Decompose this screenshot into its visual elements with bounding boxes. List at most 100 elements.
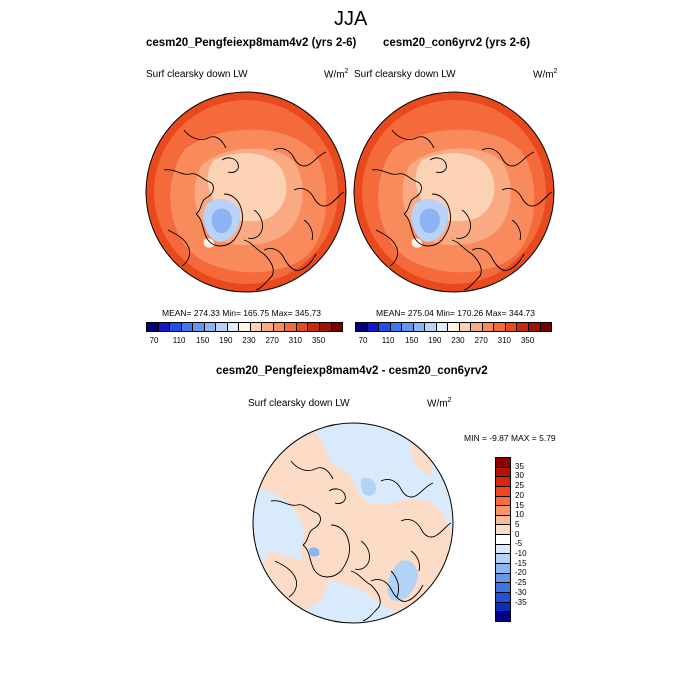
colorbar-swatch <box>319 323 332 331</box>
colorbar-swatch <box>379 323 391 331</box>
colorbar-tick-label: 350 <box>311 336 326 345</box>
panel-b-title: cesm20_con6yrv2 (yrs 2-6) <box>383 37 531 49</box>
colorbar-tick-label: 15 <box>515 500 524 510</box>
colorbar-swatch <box>496 544 510 555</box>
colorbar-swatch <box>496 535 510 545</box>
colorbar-swatch <box>239 323 251 331</box>
colorbar-swatch <box>273 323 286 331</box>
colorbar-swatch <box>147 323 159 331</box>
colorbar-tick-label: 70 <box>149 336 159 345</box>
colorbar-swatch <box>471 323 483 331</box>
colorbar-tick-label: 150 <box>195 336 210 345</box>
colorbar-tick-label: 270 <box>474 336 488 345</box>
colorbar-tick-label: 110 <box>172 336 186 345</box>
colorbar-swatch <box>436 323 449 331</box>
panel-b-variable: Surf clearsky down LW <box>354 69 456 80</box>
colorbar-swatch <box>356 323 368 331</box>
colorbar-tick-label: 190 <box>428 336 442 345</box>
colorbar-swatch <box>528 323 541 331</box>
colorbar-swatch <box>496 554 510 565</box>
diff-panel-title: cesm20_Pengfeiexp8mam4v2 - cesm20_con6yr… <box>216 365 488 377</box>
colorbar-tick-label: 350 <box>520 336 535 345</box>
colorbar-tick-label: 5 <box>515 519 520 529</box>
panel-a-title: cesm20_Pengfeiexp8mam4v2 (yrs 2-6) <box>146 37 357 49</box>
colorbar-swatch <box>496 612 510 621</box>
colorbar-tick-label: -25 <box>515 578 527 588</box>
colorbar-swatch <box>216 323 228 331</box>
panel-a-colorbar <box>146 322 343 332</box>
colorbar-swatch <box>496 467 510 478</box>
colorbar-tick-label: 0 <box>515 529 520 539</box>
panel-b-colorbar <box>355 322 552 332</box>
colorbar-tick-label: 110 <box>381 336 395 345</box>
colorbar-tick-label: 70 <box>358 336 368 345</box>
colorbar-tick-label: 310 <box>497 336 511 345</box>
panel-a-variable: Surf clearsky down LW <box>146 69 248 80</box>
colorbar-swatch <box>193 323 205 331</box>
colorbar-swatch <box>496 602 510 613</box>
colorbar-swatch <box>367 323 380 331</box>
panel-a-stats: MEAN= 274.33 Min= 165.75 Max= 345.73 <box>162 308 322 318</box>
colorbar-swatch <box>496 496 510 507</box>
colorbar-swatch <box>517 323 529 331</box>
colorbar-tick-label: 25 <box>515 481 524 491</box>
colorbar-swatch <box>448 323 460 331</box>
colorbar-tick-label: 10 <box>515 510 524 520</box>
colorbar-swatch <box>540 323 552 331</box>
colorbar-swatch <box>496 477 510 487</box>
colorbar-swatch <box>496 583 510 593</box>
colorbar-swatch <box>496 573 510 584</box>
colorbar-swatch <box>170 323 182 331</box>
figure-title: JJA <box>334 8 368 30</box>
diff-panel-polar-map <box>252 422 454 624</box>
colorbar-swatch <box>262 323 274 331</box>
colorbar-swatch <box>285 323 297 331</box>
colorbar-swatch <box>494 323 506 331</box>
colorbar-swatch <box>250 323 263 331</box>
colorbar-swatch <box>158 323 171 331</box>
colorbar-swatch <box>496 515 510 526</box>
colorbar-swatch <box>496 458 510 468</box>
panel-b-stats: MEAN= 275.04 Min= 170.26 Max= 344.73 <box>376 308 536 318</box>
colorbar-tick-label: -15 <box>515 558 527 568</box>
colorbar-swatch <box>413 323 426 331</box>
colorbar-tick-label: -35 <box>515 597 527 607</box>
diff-panel-variable: Surf clearsky down LW <box>248 398 350 409</box>
panel-b-units: W/m2 <box>533 68 558 81</box>
colorbar-tick-label: 230 <box>242 336 256 345</box>
colorbar-tick-label: -20 <box>515 568 527 578</box>
diff-panel-units: W/m2 <box>427 397 452 410</box>
colorbar-swatch <box>227 323 240 331</box>
panel-b-polar-map <box>353 91 555 293</box>
colorbar-swatch <box>496 506 510 516</box>
colorbar-swatch <box>496 564 510 574</box>
colorbar-swatch <box>204 323 217 331</box>
diff-colorbar <box>495 457 511 622</box>
colorbar-tick-label: 30 <box>515 471 524 481</box>
colorbar-swatch <box>331 323 343 331</box>
colorbar-swatch <box>482 323 495 331</box>
colorbar-tick-label: 20 <box>515 490 524 500</box>
colorbar-swatch <box>496 592 510 603</box>
colorbar-tick-label: -5 <box>515 539 523 549</box>
colorbar-swatch <box>425 323 437 331</box>
colorbar-swatch <box>296 323 309 331</box>
panel-a-polar-map <box>145 91 347 293</box>
colorbar-tick-label: -30 <box>515 587 527 597</box>
colorbar-swatch <box>181 323 194 331</box>
colorbar-tick-label: 230 <box>451 336 465 345</box>
panel-a-units: W/m2 <box>324 68 349 81</box>
colorbar-tick-label: 150 <box>404 336 419 345</box>
colorbar-tick-label: 310 <box>288 336 302 345</box>
diff-panel-stats: MIN = -9.87 MAX = 5.79 <box>464 433 556 443</box>
colorbar-swatch <box>402 323 414 331</box>
colorbar-tick-label: -10 <box>515 549 527 559</box>
colorbar-tick-label: 270 <box>265 336 279 345</box>
colorbar-swatch <box>459 323 472 331</box>
colorbar-swatch <box>505 323 518 331</box>
colorbar-swatch <box>496 525 510 536</box>
colorbar-swatch <box>308 323 320 331</box>
colorbar-swatch <box>496 486 510 497</box>
colorbar-tick-label: 190 <box>219 336 233 345</box>
colorbar-tick-label: 35 <box>515 461 524 471</box>
